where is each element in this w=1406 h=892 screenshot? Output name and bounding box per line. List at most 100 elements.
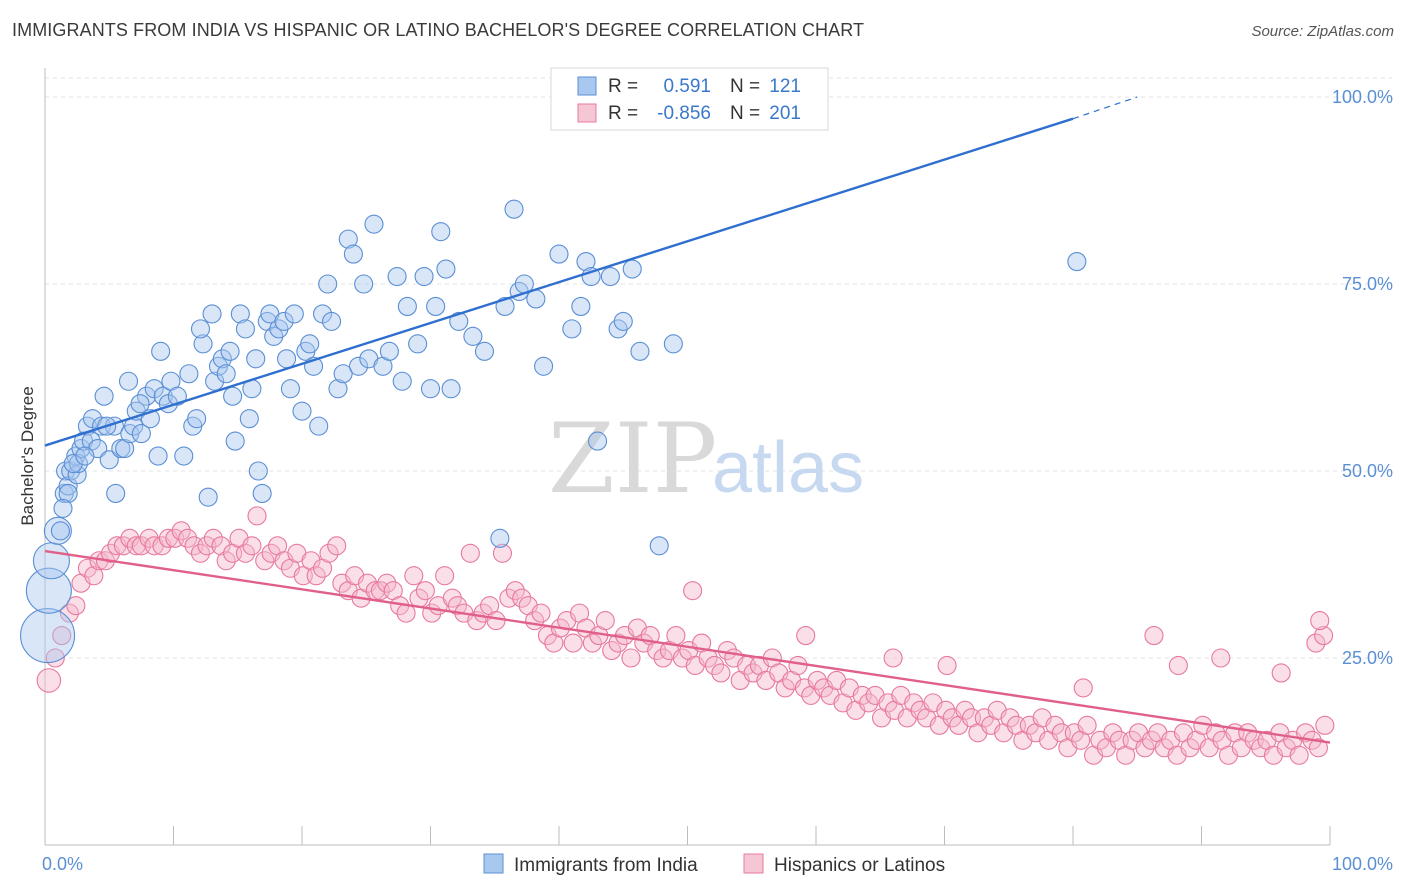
hispanics-point — [306, 566, 326, 586]
hispanics-point — [653, 648, 673, 668]
hispanics-point — [178, 528, 198, 548]
legend-r-value-india: 0.591 — [663, 76, 711, 97]
hispanics-point — [955, 700, 975, 720]
india-point — [118, 371, 139, 391]
hispanics-point — [36, 668, 62, 693]
india-point — [115, 439, 135, 459]
india-point — [174, 446, 194, 466]
india-point — [292, 401, 312, 421]
hispanics-point — [66, 596, 86, 616]
india-point — [663, 334, 683, 354]
hispanics-point — [84, 566, 104, 586]
india-point — [581, 266, 601, 287]
hispanics-point — [1180, 738, 1200, 758]
bottom-legend-swatch-hispanics — [743, 853, 764, 874]
india-point — [397, 296, 417, 316]
hispanics-point — [255, 551, 275, 571]
india-point — [277, 349, 297, 369]
series-hispanics-points — [36, 506, 1335, 765]
india-point — [106, 483, 126, 503]
hispanics-point — [1289, 745, 1309, 765]
bottom-legend-label-india: Immigrants from India — [514, 855, 698, 876]
india-point — [239, 409, 259, 429]
hispanics-point — [937, 655, 957, 676]
india-point — [333, 364, 353, 384]
hispanics-point — [883, 648, 903, 668]
hispanics-point — [492, 543, 513, 563]
india-trendline-extension — [1072, 96, 1138, 120]
india-point — [387, 266, 407, 287]
india-point — [549, 244, 569, 264]
legend-r-label-india: R = — [608, 76, 638, 97]
india-point — [441, 379, 461, 399]
hispanics-point — [242, 536, 262, 556]
hispanics-point — [788, 655, 808, 676]
india-point — [193, 334, 213, 354]
india-point — [63, 453, 83, 474]
bottom-legend: Immigrants from India Hispanics or Latin… — [483, 853, 945, 876]
india-trendline — [44, 117, 1074, 447]
india-point — [576, 252, 596, 272]
hispanics-point — [1077, 715, 1097, 735]
india-point — [420, 379, 441, 399]
india-point — [58, 483, 78, 503]
india-point — [131, 424, 151, 444]
hispanics-point — [404, 566, 424, 586]
hispanics-point — [327, 536, 347, 556]
hispanics-point — [1314, 626, 1334, 646]
hispanics-point — [247, 506, 267, 526]
india-point — [280, 379, 300, 399]
hispanics-point — [1000, 708, 1020, 728]
bottom-legend-swatch-india — [483, 853, 504, 874]
legend-n-value-india: 121 — [769, 76, 801, 97]
india-point — [300, 334, 320, 354]
india-point — [248, 461, 268, 481]
india-point — [328, 379, 348, 399]
hispanics-point — [216, 551, 236, 571]
india-point — [216, 364, 236, 384]
india-point — [490, 528, 510, 548]
legend-n-label-hispanics: N = — [730, 103, 760, 124]
hispanics-point — [447, 596, 468, 616]
hispanics-point — [796, 626, 816, 646]
hispanics-point — [1103, 723, 1123, 743]
india-point — [449, 311, 469, 331]
india-point — [571, 296, 591, 316]
hispanics-point — [1073, 678, 1093, 698]
hispanics-point — [486, 611, 506, 631]
legend-box — [550, 67, 829, 131]
hispanics-point — [595, 611, 615, 631]
india-point — [179, 364, 199, 384]
hispanics-point — [582, 633, 602, 653]
india-point — [94, 386, 114, 406]
india-point — [414, 266, 434, 287]
hispanics-point — [1045, 715, 1065, 735]
hispanics-point — [197, 536, 217, 556]
hispanics-point — [505, 581, 525, 601]
hispanics-point — [563, 633, 583, 653]
hispanics-point — [319, 543, 339, 563]
hispanics-point — [1310, 611, 1330, 631]
legend: R = 0.591 N = 121 R = -0.856 N = 201 — [550, 67, 829, 131]
watermark: ZIP atlas — [548, 403, 864, 515]
hispanics-point — [1168, 655, 1188, 676]
india-point — [274, 311, 294, 331]
hispanics-point — [1315, 715, 1335, 735]
india-point — [198, 487, 218, 507]
legend-swatch-india — [577, 76, 597, 96]
x-tick-label-end: 100.0% — [1332, 854, 1393, 874]
hispanics-trendline — [44, 549, 1331, 744]
india-point — [50, 521, 70, 541]
chart-source: Source: ZipAtlas.com — [1251, 23, 1394, 40]
india-point — [354, 274, 374, 294]
india-point — [202, 304, 222, 324]
hispanics-point — [608, 633, 628, 653]
india-point — [187, 409, 207, 429]
hispanics-point — [1144, 626, 1164, 646]
india-point — [136, 386, 157, 406]
hispanics-point — [1306, 633, 1326, 653]
india-point — [151, 341, 171, 361]
india-point — [235, 319, 256, 339]
legend-r-label-hispanics: R = — [608, 103, 638, 124]
